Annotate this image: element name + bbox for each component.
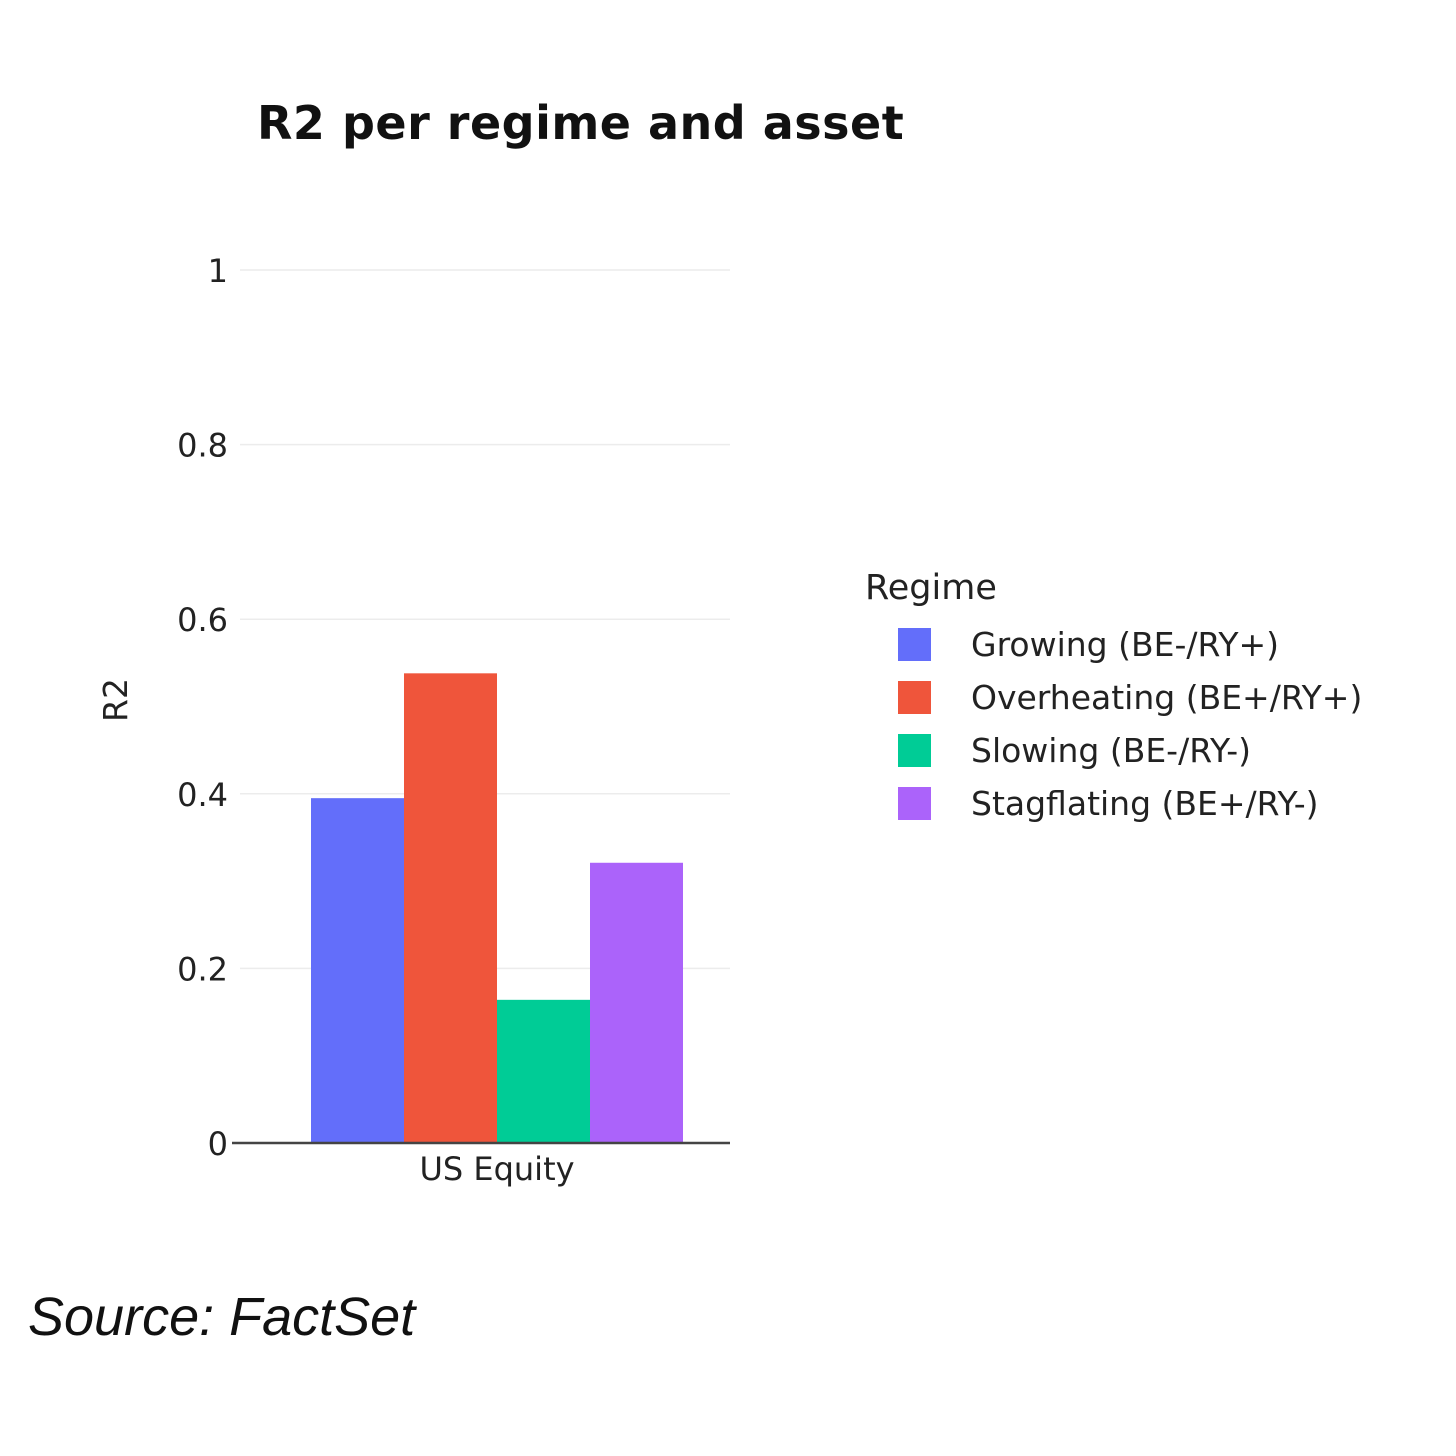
legend-swatch — [898, 734, 931, 767]
y-tick-label: 1 — [208, 252, 228, 290]
legend-label: Stagflating (BE+/RY-) — [971, 784, 1319, 823]
y-tick-label: 0.6 — [177, 601, 228, 639]
legend-item[interactable]: Growing (BE-/RY+) — [865, 618, 1362, 671]
bar — [497, 999, 590, 1143]
chart-title: R2 per regime and asset — [257, 96, 905, 150]
legend-label: Growing (BE-/RY+) — [971, 625, 1280, 664]
legend-items: Growing (BE-/RY+) Overheating (BE+/RY+) Sl… — [865, 618, 1362, 830]
legend-title: Regime — [865, 568, 997, 608]
y-axis-label: R2 — [96, 678, 135, 722]
legend-swatch — [898, 681, 931, 714]
bar — [404, 673, 497, 1143]
bar — [590, 862, 683, 1143]
x-tick-label: US Equity — [419, 1150, 574, 1188]
legend-label: Slowing (BE-/RY-) — [971, 731, 1252, 770]
legend: Regime Growing (BE-/RY+) Overheating (BE+… — [865, 568, 1362, 830]
legend-swatch — [898, 787, 931, 820]
y-tick-label: 0.2 — [177, 950, 228, 988]
legend-item[interactable]: Slowing (BE-/RY-) — [865, 724, 1362, 777]
legend-item[interactable]: Overheating (BE+/RY+) — [865, 671, 1362, 724]
legend-item[interactable]: Stagflating (BE+/RY-) — [865, 777, 1362, 830]
bar — [311, 798, 404, 1143]
legend-swatch — [898, 628, 931, 661]
y-tick-label: 0 — [208, 1125, 228, 1163]
y-tick-label: 0.8 — [177, 427, 228, 465]
tick-labels: 0 0.2 0.4 0.6 0.8 1 US Equity — [177, 252, 574, 1188]
legend-label: Overheating (BE+/RY+) — [971, 678, 1363, 717]
y-tick-label: 0.4 — [177, 776, 228, 814]
bars — [311, 673, 683, 1143]
source-note: Source: FactSet — [28, 1287, 416, 1347]
